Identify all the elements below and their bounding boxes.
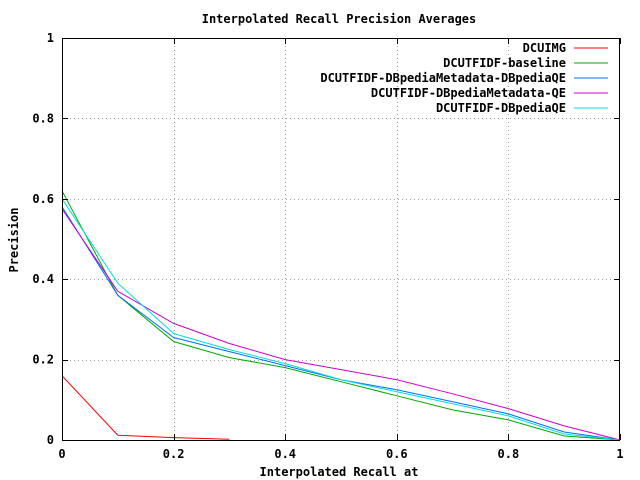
y-tick-label: 1 [47, 31, 54, 45]
plot-frame [62, 38, 620, 441]
chart-title: Interpolated Recall Precision Averages [202, 12, 477, 26]
x-tick-label: 1 [616, 447, 623, 461]
grid [62, 38, 620, 440]
legend: DCUIMGDCUTFIDF-baselineDCUTFIDF-DBpediaM… [320, 41, 608, 115]
legend-label: DCUTFIDF-DBpediaMetadata-QE [371, 86, 566, 100]
y-tick-label: 0.6 [32, 192, 54, 206]
x-tick-label: 0.6 [386, 447, 408, 461]
series-line-4 [61, 208, 621, 441]
axis-ticks: 0 0.2 0.4 0.6 0.8 1 0 0.2 0.4 0.6 0.8 1 [32, 31, 623, 461]
series-line-1 [61, 375, 230, 440]
legend-label: DCUTFIDF-baseline [443, 56, 566, 70]
y-tick-label: 0.8 [32, 111, 54, 125]
series-line-2 [61, 190, 621, 441]
y-tick-label: 0.2 [32, 353, 54, 367]
x-tick-label: 0 [58, 447, 65, 461]
x-tick-label: 0.4 [274, 447, 296, 461]
x-tick-label: 0.8 [498, 447, 520, 461]
legend-label: DCUIMG [523, 41, 566, 55]
legend-label: DCUTFIDF-DBpediaQE [436, 101, 566, 115]
y-axis-label: Precision [7, 207, 21, 272]
y-tick-label: 0.4 [32, 272, 54, 286]
legend-label: DCUTFIDF-DBpediaMetadata-DBpediaQE [320, 71, 566, 85]
series-lines [61, 190, 621, 441]
series-line-5 [61, 198, 621, 441]
y-tick-label: 0 [47, 433, 54, 447]
series-line-3 [61, 206, 621, 441]
x-tick-label: 0.2 [163, 447, 185, 461]
x-axis-label: Interpolated Recall at [260, 465, 419, 479]
